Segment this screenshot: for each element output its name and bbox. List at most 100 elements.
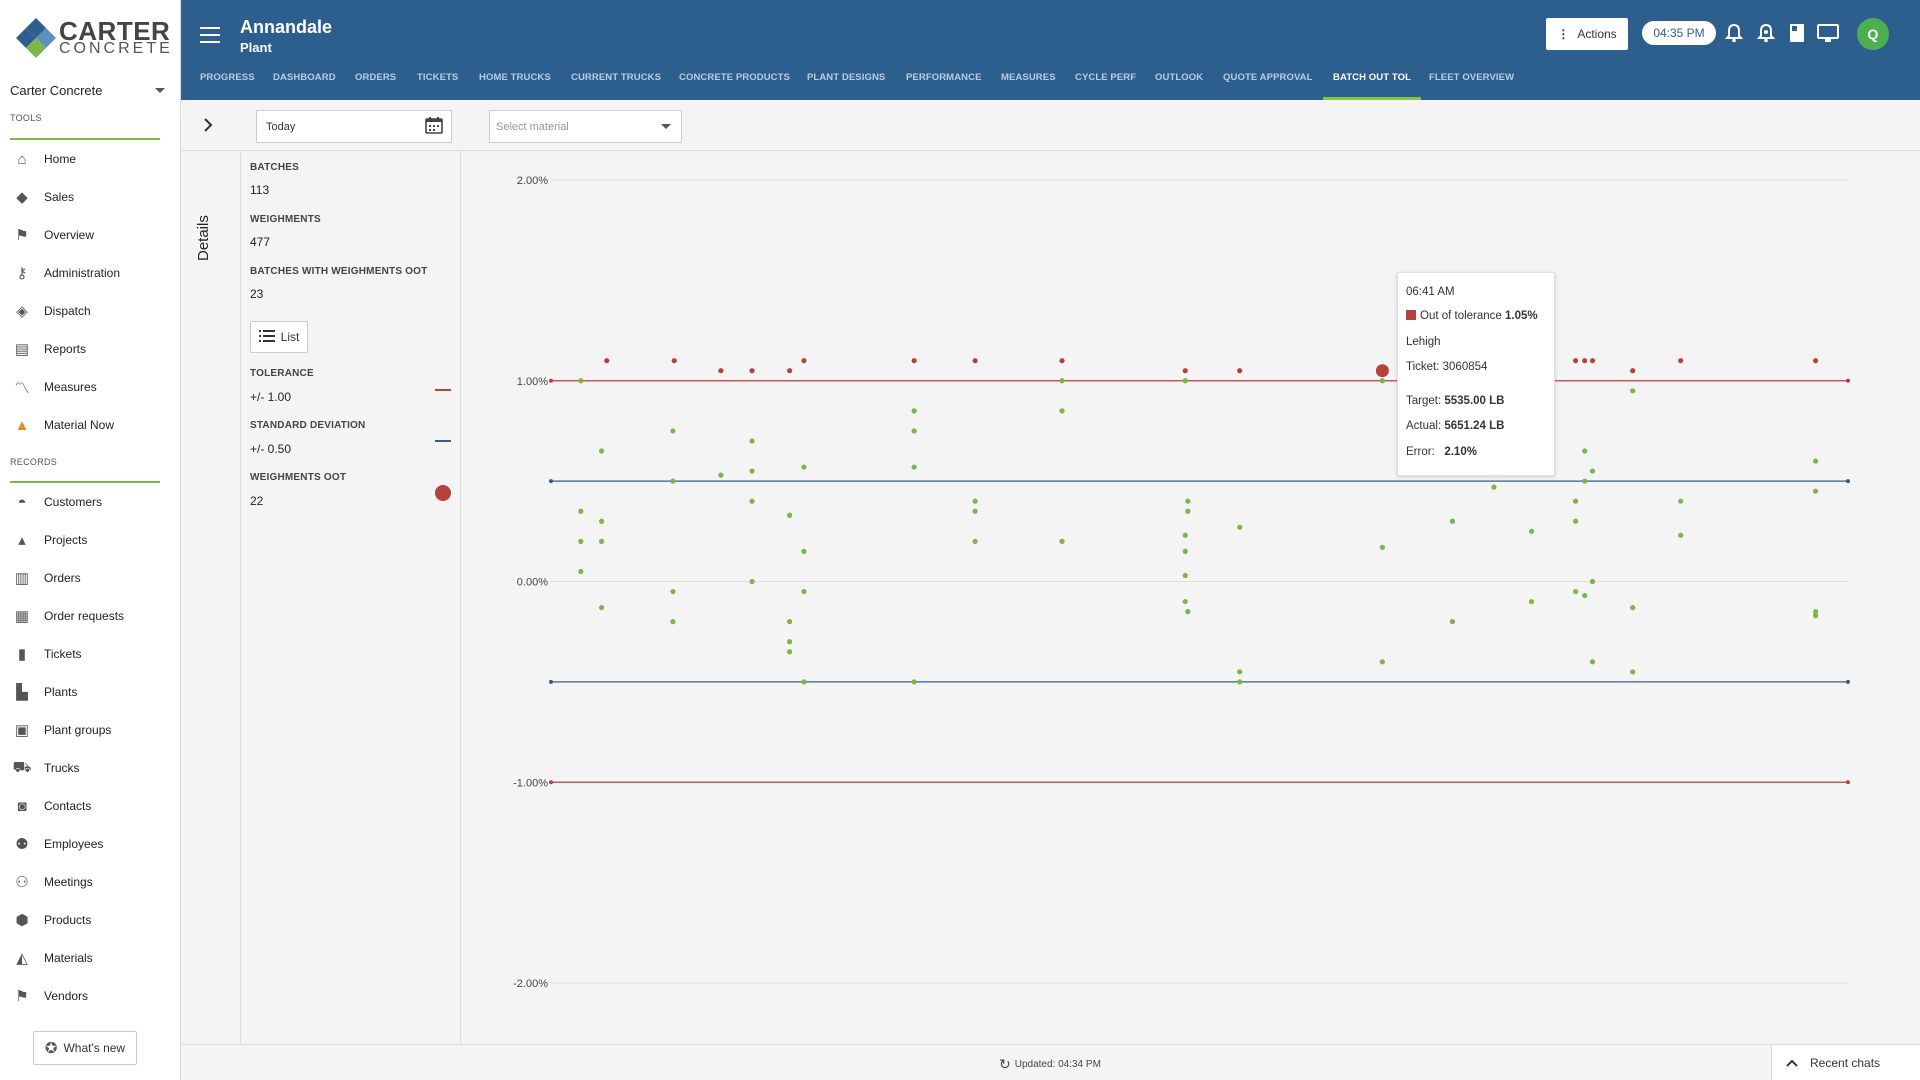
tab-fleet-overview[interactable]: FLEET OVERVIEW xyxy=(1429,72,1515,83)
updated-status[interactable]: ↻ Updated: 04:34 PM xyxy=(999,1056,1101,1073)
nav-tickets[interactable]: ▮ Tickets xyxy=(0,635,180,673)
bell-icon[interactable] xyxy=(1723,22,1745,44)
materials-icon: ◭ xyxy=(16,950,28,967)
nav-materials[interactable]: ◭ Materials xyxy=(0,939,180,977)
nav-label: Meetings xyxy=(44,875,93,889)
nav-order-requests[interactable]: ▦ Order requests xyxy=(0,597,180,635)
chart-tooltip: 06:41 AM Out of tolerance 1.05% Lehigh T… xyxy=(1397,272,1555,476)
recent-chats-label: Recent chats xyxy=(1810,1056,1881,1070)
tab-concrete-products[interactable]: CONCRETE PRODUCTS xyxy=(679,72,790,83)
whats-new-label: What's new xyxy=(63,1041,126,1055)
tab-plant-designs[interactable]: PLANT DESIGNS xyxy=(807,72,886,83)
nav-plants[interactable]: ▙ Plants xyxy=(0,673,180,711)
in-tolerance-point xyxy=(1185,498,1191,504)
chevron-right-icon[interactable] xyxy=(203,117,213,138)
in-tolerance-point xyxy=(1630,604,1636,611)
in-tolerance-point xyxy=(787,619,793,625)
actions-button[interactable]: ⋮ Actions xyxy=(1546,18,1628,50)
in-tolerance-point xyxy=(749,498,755,504)
in-tolerance-point xyxy=(1237,524,1243,530)
oot-point xyxy=(911,358,917,364)
hamburger-menu-icon[interactable] xyxy=(200,27,220,43)
tab-orders[interactable]: ORDERS xyxy=(355,72,397,83)
tab-home-trucks[interactable]: HOME TRUCKS xyxy=(479,72,551,83)
in-tolerance-point xyxy=(1573,518,1579,524)
tooltip-actual: Actual: 5651.24 LB xyxy=(1406,420,1505,432)
scatter-plot[interactable]: 2.00% 1.00% 0.00% -1.00% -2.00% xyxy=(462,151,1920,1044)
monitor-icon[interactable] xyxy=(1817,22,1839,44)
cone-icon: ▴ xyxy=(18,532,26,549)
oot-point xyxy=(1812,358,1819,364)
company-name: Carter Concrete xyxy=(10,83,103,98)
tab-tickets[interactable]: TICKETS xyxy=(417,72,459,83)
nav-vendors[interactable]: ⚑ Vendors xyxy=(0,977,180,1015)
tab-current-trucks[interactable]: CURRENT TRUCKS xyxy=(571,72,662,83)
std-line-end xyxy=(1846,479,1850,484)
tab-progress[interactable]: PROGRESS xyxy=(200,72,255,83)
in-tolerance-point xyxy=(578,538,584,544)
nav-label: Order requests xyxy=(44,609,125,623)
alert-bell-icon[interactable] xyxy=(1755,22,1777,44)
nav-material-now[interactable]: ▲ Material Now xyxy=(0,406,180,444)
nav-employees[interactable]: ⚉ Employees xyxy=(0,825,180,863)
oot-point xyxy=(1059,358,1065,364)
company-selector[interactable]: Carter Concrete xyxy=(10,83,165,98)
user-avatar[interactable]: Q xyxy=(1857,18,1889,50)
nav-overview[interactable]: ⚑ Overview xyxy=(0,216,180,254)
nav-label: Material Now xyxy=(44,418,115,432)
date-picker-input[interactable]: Today xyxy=(256,110,452,143)
nav-label: Measures xyxy=(44,380,97,394)
nav-label: Sales xyxy=(44,190,75,204)
nav-reports[interactable]: ▤ Reports xyxy=(0,330,180,368)
tab-quote-approval[interactable]: QUOTE APPROVAL xyxy=(1223,72,1313,83)
nav-sales[interactable]: ◆ Sales xyxy=(0,178,180,216)
details-rail[interactable]: Details xyxy=(181,151,241,1044)
in-tolerance-point xyxy=(578,508,584,514)
book-icon[interactable] xyxy=(1786,22,1808,44)
material-select[interactable]: Select material xyxy=(489,110,682,143)
y-tick-label: -2.00% xyxy=(513,978,548,990)
tab-cycle-perf[interactable]: CYCLE PERF xyxy=(1075,72,1137,83)
nav-label: Home xyxy=(44,152,77,166)
nav-label: Dispatch xyxy=(44,304,91,318)
nav-trucks[interactable]: ⛟ Trucks xyxy=(0,749,180,787)
in-tolerance-point xyxy=(1379,544,1385,550)
in-tolerance-point xyxy=(911,408,917,414)
nav-customers[interactable]: ◓ Customers xyxy=(0,483,180,521)
nav-orders[interactable]: ▥ Orders xyxy=(0,559,180,597)
nav-home[interactable]: ⌂ Home xyxy=(0,140,180,178)
nav-contacts[interactable]: ◙ Contacts xyxy=(0,787,180,825)
filter-toolbar: Today Select material xyxy=(181,100,1920,151)
directions-icon: ◈ xyxy=(16,303,28,320)
in-tolerance-point xyxy=(972,498,978,504)
nav-plant-groups[interactable]: ▣ Plant groups xyxy=(0,711,180,749)
recent-chats-button[interactable]: Recent chats xyxy=(1771,1045,1920,1080)
nav-products[interactable]: ⬢ Products xyxy=(0,901,180,939)
tab-measures[interactable]: MEASURES xyxy=(1001,72,1056,83)
carter-concrete-logo[interactable]: CARTER CONCRETE xyxy=(14,16,174,66)
nav-dispatch[interactable]: ◈ Dispatch xyxy=(0,292,180,330)
list-button[interactable]: List xyxy=(250,321,308,353)
nav-label: Orders xyxy=(44,571,81,585)
oot-point xyxy=(1589,358,1596,364)
in-tolerance-point xyxy=(670,588,676,595)
tab-performance[interactable]: PERFORMANCE xyxy=(906,72,982,83)
nav-label: Plant groups xyxy=(44,723,112,737)
tab-dashboard[interactable]: DASHBOARD xyxy=(273,72,336,83)
in-tolerance-point xyxy=(1059,408,1065,414)
tab-outlook[interactable]: OUTLOOK xyxy=(1155,72,1204,83)
nav-measures[interactable]: 〽 Measures xyxy=(0,368,180,406)
whats-new-button[interactable]: ✪ What's new xyxy=(33,1031,137,1065)
in-tolerance-point xyxy=(1812,488,1819,494)
calendar-icon[interactable] xyxy=(425,116,443,137)
nav-administration[interactable]: ⚷ Administration xyxy=(0,254,180,292)
in-tolerance-point xyxy=(787,649,793,655)
list-icon xyxy=(258,329,275,346)
nav-label: Plants xyxy=(44,685,78,699)
tab-batch-out-tol[interactable]: BATCH OUT TOL xyxy=(1323,70,1421,100)
nav-meetings[interactable]: ⚇ Meetings xyxy=(0,863,180,901)
nav-projects[interactable]: ▴ Projects xyxy=(0,521,180,559)
in-tolerance-point xyxy=(1059,538,1065,544)
updated-text: Updated: 04:34 PM xyxy=(1014,1059,1101,1070)
nav-label: Tickets xyxy=(44,647,82,661)
